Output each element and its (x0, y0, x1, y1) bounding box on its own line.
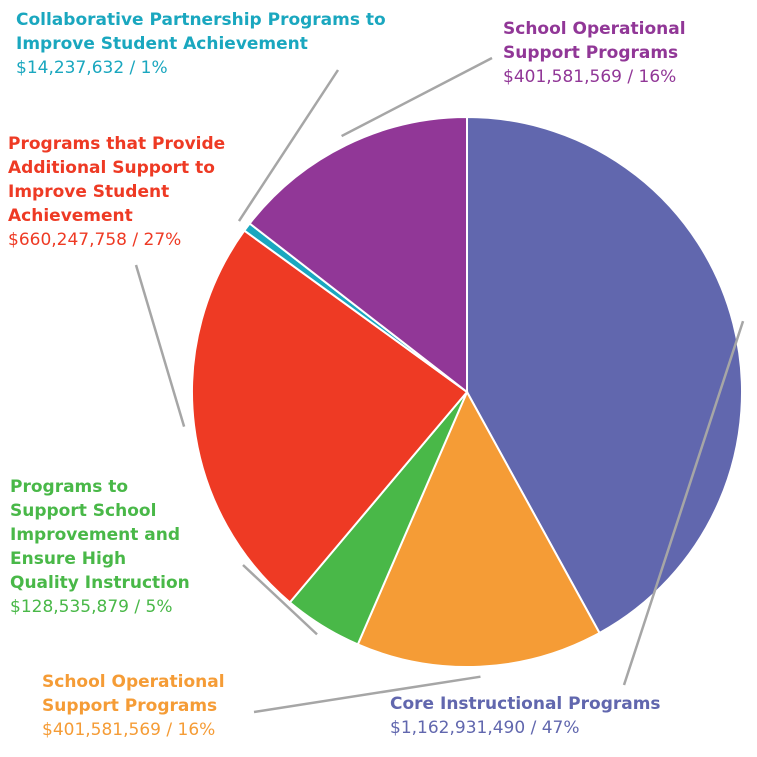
slice-amount: $14,237,632 / 1% (16, 58, 168, 78)
label-programs-to-support-school-improvement: Programs to Support School Improvement a… (10, 475, 240, 619)
slice-amount: $128,535,879 / 5% (10, 597, 173, 617)
slice-amount: $401,581,569 / 16% (503, 67, 677, 87)
slice-name: Collaborative Partnership Programs to Im… (16, 10, 386, 54)
slice-name: School Operational Support Programs (42, 672, 225, 716)
leader-line-5 (341, 56, 493, 138)
leader-line-1 (253, 675, 481, 714)
slice-name: Programs that Provide Additional Support… (8, 134, 226, 226)
slice-amount: $660,247,758 / 27% (8, 230, 182, 250)
leader-lines (134, 56, 745, 714)
pie-slice-5 (248, 115, 468, 395)
leader-line-2 (242, 564, 318, 636)
slice-name: Programs to Support School Improvement a… (10, 477, 190, 593)
label-school-operational-support-programs-orange: School Operational Support Programs $401… (42, 670, 302, 742)
label-collaborative-partnership-programs: Collaborative Partnership Programs to Im… (16, 8, 446, 80)
slice-name: Core Instructional Programs (390, 694, 661, 714)
slice-name: School Operational Support Programs (503, 19, 686, 63)
pie-slice-1 (356, 389, 601, 668)
label-core-instructional-programs: Core Instructional Programs $1,162,931,4… (390, 692, 730, 740)
pie-slices (191, 115, 743, 668)
leader-line-4 (237, 69, 340, 222)
slice-amount: $401,581,569 / 16% (42, 720, 216, 740)
label-school-operational-support-programs-purple: School Operational Support Programs $401… (503, 17, 743, 89)
pie-slice-3 (191, 229, 469, 604)
leader-line-0 (622, 320, 745, 686)
slice-amount: $1,162,931,490 / 47% (390, 718, 580, 738)
leader-line-3 (134, 264, 186, 427)
pie-slice-0 (466, 115, 743, 635)
label-programs-additional-support: Programs that Provide Additional Support… (8, 132, 268, 252)
